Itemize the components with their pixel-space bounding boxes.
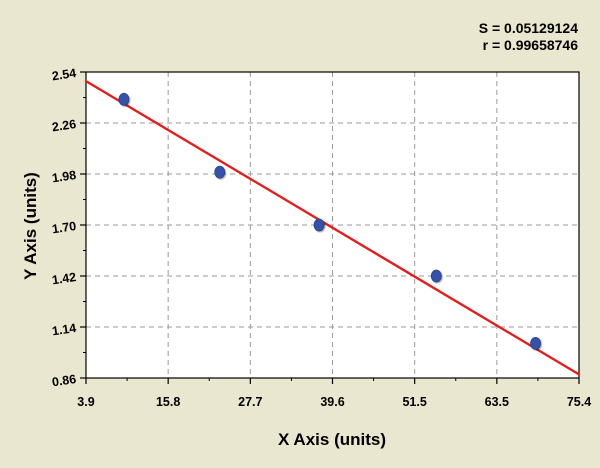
- fit-line-layer: [84, 79, 581, 376]
- data-point: [430, 269, 442, 283]
- x-tick-label: 15.8: [156, 395, 180, 409]
- y-axis-label: Y Axis (units): [21, 172, 40, 280]
- y-tick-label: 2.54: [51, 66, 77, 83]
- y-tick-label: 2.26: [51, 117, 77, 134]
- data-points: [118, 92, 541, 350]
- data-point: [313, 218, 325, 232]
- x-tick-label: 63.5: [485, 395, 509, 409]
- x-tick-label: 39.6: [320, 395, 344, 409]
- r-statistic: r = 0.99658746: [482, 37, 578, 53]
- fit-statistics: S = 0.05129124 r = 0.99658746: [479, 20, 578, 54]
- y-tick-label: 1.14: [51, 321, 77, 338]
- s-statistic: S = 0.05129124: [478, 20, 578, 36]
- x-tick-labels: 3.9 15.8 27.7 39.6 51.5 63.5 75.4: [77, 395, 591, 409]
- x-tick-label: 51.5: [402, 395, 426, 409]
- data-point: [118, 92, 130, 106]
- data-point: [530, 336, 541, 350]
- axis-ticks: [80, 71, 580, 384]
- y-tick-label: 1.98: [51, 168, 77, 185]
- y-tick-label: 0.86: [51, 372, 77, 389]
- x-tick-label: 27.7: [238, 395, 262, 409]
- x-tick-label: 75.4: [567, 395, 591, 409]
- y-tick-label: 1.42: [51, 270, 77, 287]
- x-axis-label: X Axis (units): [278, 430, 386, 449]
- y-tick-label: 1.70: [51, 219, 77, 236]
- data-point: [214, 165, 226, 179]
- x-tick-label: 3.9: [77, 395, 94, 409]
- fit-line: [84, 79, 581, 376]
- grid-lines: [86, 72, 579, 378]
- y-tick-labels: 0.86 1.14 1.42 1.70 1.98 2.26 2.54: [51, 66, 77, 389]
